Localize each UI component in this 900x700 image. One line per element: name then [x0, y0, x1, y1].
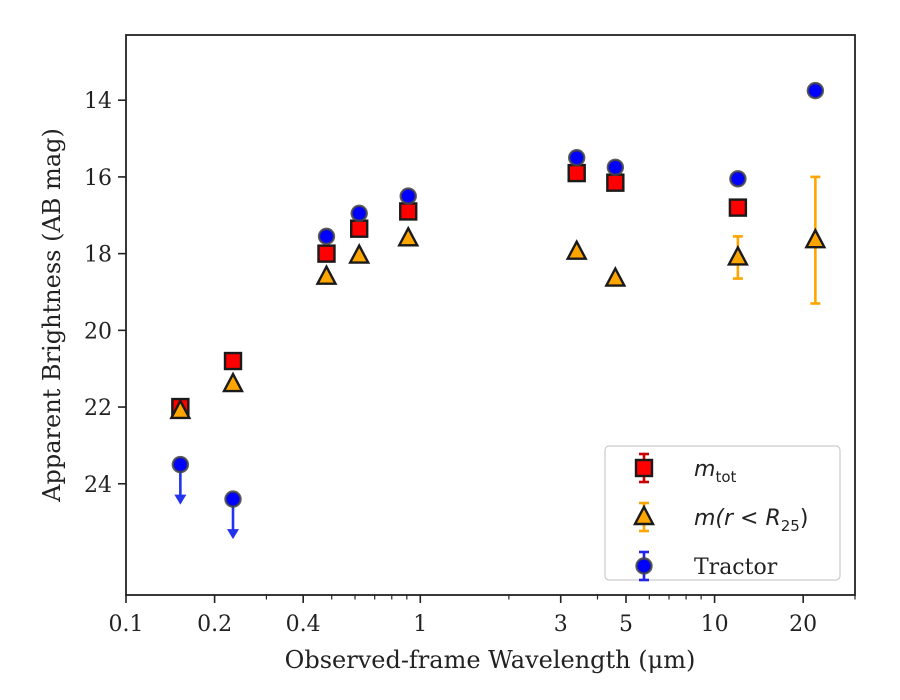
tractor-limit-arrowhead [227, 529, 240, 540]
tractor-point [399, 187, 417, 205]
y-axis-title: Apparent Brightness (AB mag) [38, 128, 66, 503]
legend-label: Tractor [694, 555, 778, 580]
mtot-point [349, 219, 369, 238]
tractor-point [806, 81, 825, 100]
tractor-point [350, 204, 368, 223]
axis-ticks: 0.1 0.2 0.4 1 3 5 10 20 14 16 18 20 22 24 [84, 89, 856, 637]
mr25-point [397, 225, 420, 247]
mtot-point [606, 173, 625, 192]
legend-label-main: m(r < R [694, 506, 781, 531]
data-markers [169, 81, 827, 508]
legend-marker-square [634, 458, 654, 478]
mr25-point [565, 239, 588, 260]
legend-label-subscript: tot [715, 468, 736, 486]
mtot-point [728, 198, 748, 217]
x-tick-label: 5 [619, 612, 633, 637]
legend-box [604, 445, 841, 581]
legend-label-tail: ) [800, 506, 809, 531]
x-tick-label: 0.1 [109, 612, 144, 637]
legend-marker-triangle [633, 504, 655, 526]
legend-label-subscript: 25 [781, 517, 800, 535]
mtot-point [567, 163, 586, 183]
mr25-point [222, 371, 245, 393]
y-tick-label: 22 [84, 396, 112, 421]
tractor-point [729, 170, 747, 188]
mr25-point [804, 227, 827, 249]
legend-label: m(r < R25) [694, 506, 808, 535]
x-tick-label: 0.4 [286, 612, 321, 637]
y-tick-label: 14 [84, 89, 112, 114]
legend-label: mtot [694, 457, 736, 486]
x-tick-label: 10 [701, 612, 729, 637]
tractor-point [606, 158, 625, 177]
plot-frame [125, 34, 856, 596]
legend-label-main: Tractor [694, 555, 778, 580]
tractor-point [568, 149, 586, 167]
x-tick-label: 3 [554, 612, 568, 637]
y-tick-label: 24 [84, 473, 112, 498]
mr25-point [604, 265, 627, 287]
y-tick-label: 20 [84, 319, 112, 344]
x-tick-label: 1 [413, 612, 427, 637]
legend-marker-circle [635, 557, 653, 575]
x-tick-label: 0.2 [197, 612, 232, 637]
y-tick-label: 18 [84, 243, 112, 268]
x-tick-label: 20 [789, 612, 817, 637]
tractor-limit-arrowhead [174, 494, 187, 505]
tractor-point [224, 490, 242, 508]
mr25-point [169, 398, 192, 420]
legend-label-main: m [694, 457, 715, 482]
x-axis-title: Observed-frame Wavelength (μm) [285, 646, 696, 674]
mr25-point [726, 244, 749, 266]
tractor-point [171, 455, 190, 474]
legend: mtot m(r < R25) Tractor [604, 445, 841, 582]
y-tick-label: 16 [84, 166, 112, 191]
mtot-point [223, 351, 243, 371]
tractor-point [317, 227, 336, 246]
mr25-point [315, 264, 338, 285]
mtot-point [317, 244, 336, 263]
mr25-point [348, 242, 371, 264]
mtot-point [399, 202, 418, 221]
